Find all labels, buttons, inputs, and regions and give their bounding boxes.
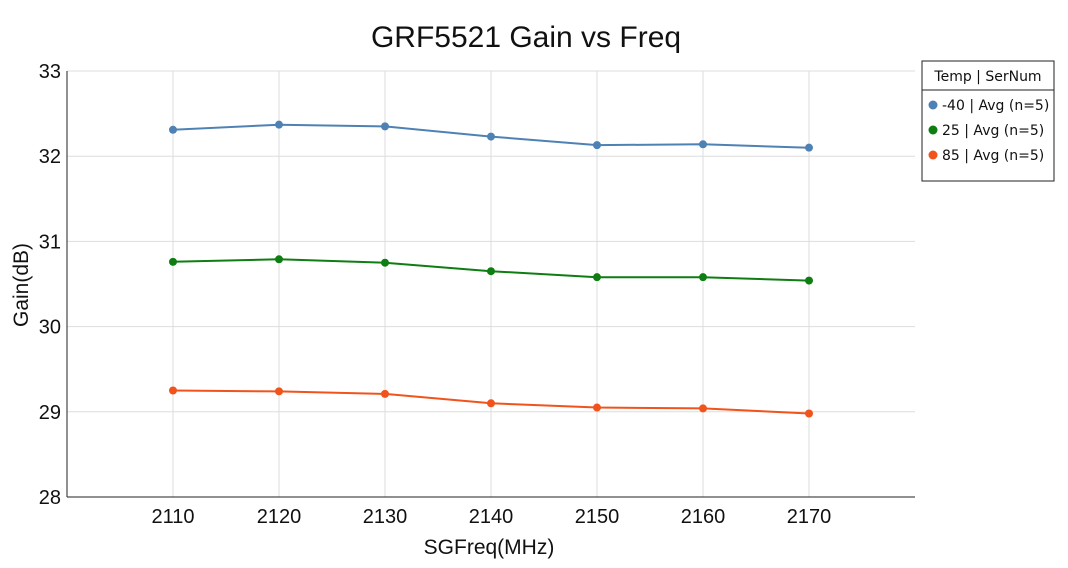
chart-title: GRF5521 Gain vs Freq: [371, 21, 681, 54]
legend-item-label: 85 | Avg (n=5): [942, 148, 1044, 164]
data-point: [699, 140, 707, 149]
axes: [66, 71, 915, 498]
data-point: [169, 257, 177, 266]
y-tick-label: 29: [39, 402, 61, 424]
data-point: [699, 273, 707, 282]
x-axis-label: SGFreq(MHz): [424, 536, 555, 559]
y-tick-label: 31: [39, 231, 61, 253]
data-point: [487, 132, 495, 141]
x-tick-label: 2110: [151, 506, 194, 528]
data-point: [381, 389, 389, 398]
data-point: [381, 122, 389, 131]
y-tick-label: 30: [39, 317, 61, 339]
data-point: [275, 255, 283, 264]
data-point: [593, 403, 601, 412]
x-tick-label: 2120: [257, 506, 302, 528]
data-point: [169, 386, 177, 395]
legend-item-label: 25 | Avg (n=5): [942, 123, 1044, 139]
y-tick-label: 28: [39, 487, 61, 509]
data-point: [699, 404, 707, 413]
y-axis-label: Gain(dB): [10, 243, 33, 327]
data-point: [805, 143, 813, 152]
legend-item-label: -40 | Avg (n=5): [942, 98, 1049, 114]
legend-box: [921, 60, 1055, 182]
x-tick-label: 2170: [787, 506, 832, 528]
data-point: [805, 409, 813, 418]
data-point: [487, 267, 495, 276]
data-point: [487, 399, 495, 408]
legend-marker: [928, 100, 938, 110]
y-tick-label: 33: [39, 61, 61, 83]
data-point: [805, 276, 813, 285]
series-group: [169, 120, 813, 418]
legend: Temp | SerNum -40 | Avg (n=5) 25 | Avg (n…: [921, 60, 1055, 182]
legend-marker: [928, 150, 938, 160]
data-point: [593, 273, 601, 282]
x-tick-label: 2160: [681, 506, 726, 528]
data-point: [381, 258, 389, 267]
data-point: [593, 141, 601, 150]
y-tick-label: 32: [39, 146, 61, 168]
legend-title: Temp | SerNum: [933, 69, 1041, 85]
legend-marker: [928, 125, 938, 135]
tick-labels: 28 29 30 31 32 33 2110 2120 2130 2140 2150 2160 2170: [39, 61, 832, 528]
data-point: [169, 125, 177, 134]
data-point: [275, 387, 283, 396]
x-tick-label: 2150: [575, 506, 620, 528]
data-point: [275, 120, 283, 129]
x-tick-label: 2140: [469, 506, 514, 528]
x-tick-label: 2130: [363, 506, 408, 528]
